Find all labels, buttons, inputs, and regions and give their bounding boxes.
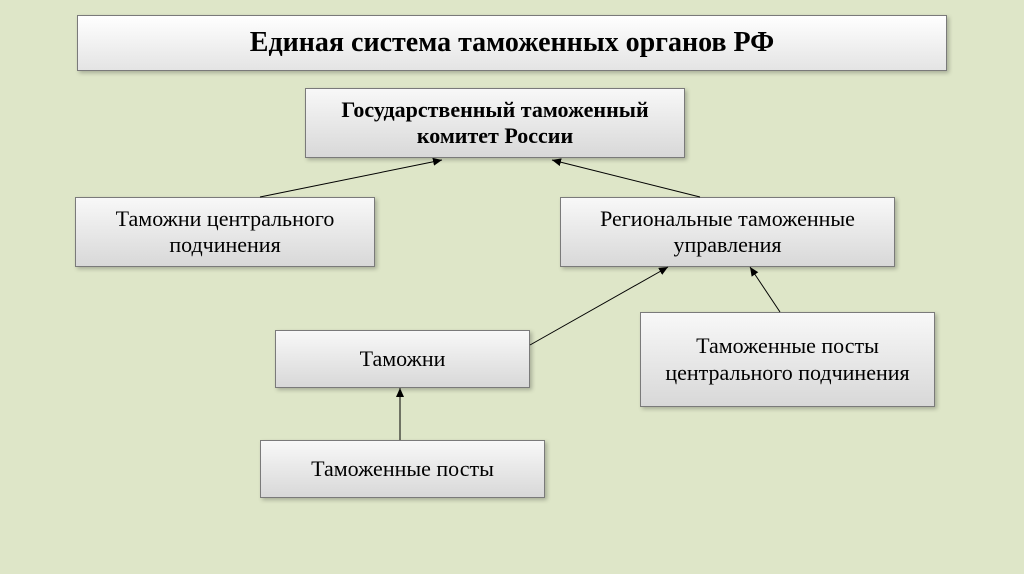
diagram-canvas: Единая система таможенных органов РФ Гос… [0,0,1024,574]
diagram-title: Единая система таможенных органов РФ [77,15,947,71]
edge-posts_c-to-regional [750,267,780,312]
node-posts: Таможенные посты [260,440,545,498]
node-central-customs: Таможни центрального подчинения [75,197,375,267]
edge-regional-to-committee [552,160,700,197]
node-posts-central: Таможенные посты центрального подчинения [640,312,935,407]
node-customs: Таможни [275,330,530,388]
node-regional-admin: Региональные таможенные управления [560,197,895,267]
edge-central-to-committee [260,160,442,197]
node-committee: Государственный таможенный комитет Росси… [305,88,685,158]
